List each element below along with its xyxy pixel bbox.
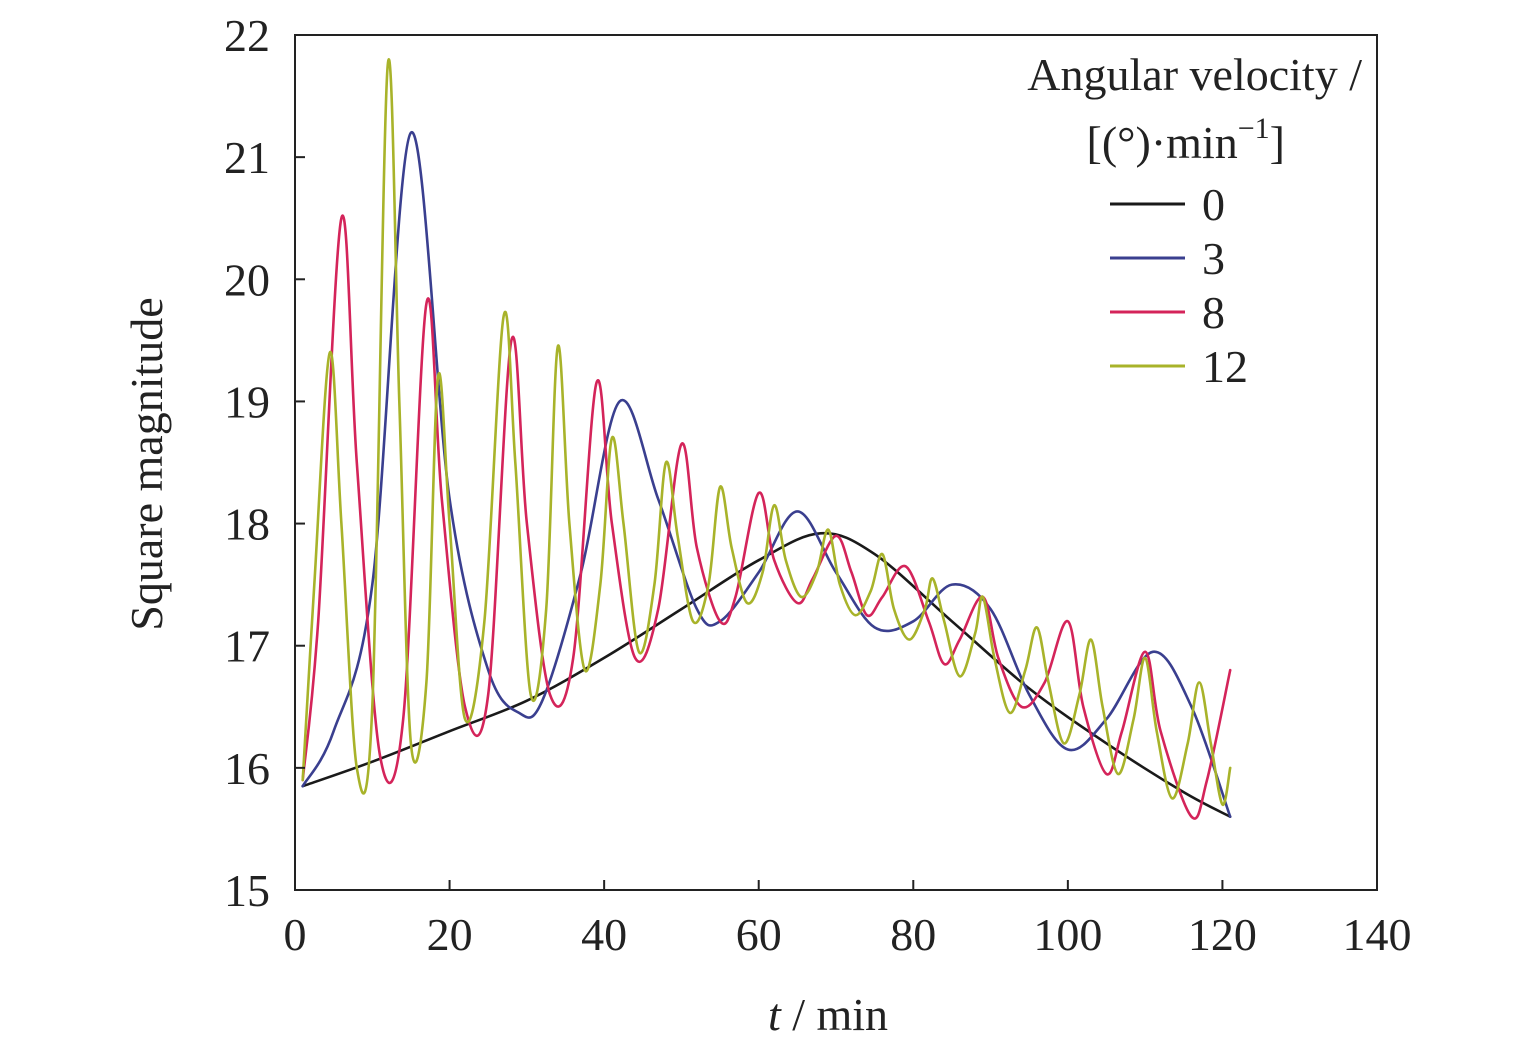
x-tick-label: 120 <box>1188 909 1257 960</box>
legend-label-12: 12 <box>1202 341 1248 392</box>
y-tick-label: 18 <box>224 499 270 550</box>
series-line-12 <box>301 58 1232 806</box>
legend-label-3: 3 <box>1202 233 1225 284</box>
series-line-0 <box>301 531 1232 818</box>
x-tick-label: 60 <box>736 909 782 960</box>
x-tick-label: 100 <box>1033 909 1102 960</box>
y-tick-label: 16 <box>224 743 270 794</box>
plot-lines <box>301 58 1232 820</box>
x-tick-label: 40 <box>581 909 627 960</box>
series-line-3 <box>301 131 1232 818</box>
x-tick-label: 80 <box>890 909 936 960</box>
x-tick-label: 140 <box>1343 909 1412 960</box>
y-axis-label: Square magnitude <box>121 297 172 630</box>
x-tick-label: 20 <box>427 909 473 960</box>
plot-frame <box>294 34 1378 891</box>
x-axis: 0 20 40 60 80 100 120 140 <box>284 880 1412 960</box>
y-tick-label: 17 <box>224 621 270 672</box>
x-axis-label: t / min <box>768 989 888 1040</box>
y-tick-label: 20 <box>224 254 270 305</box>
legend-label-0: 0 <box>1202 179 1225 230</box>
legend-label-8: 8 <box>1202 287 1225 338</box>
series-line-8 <box>301 214 1232 820</box>
y-tick-label: 22 <box>224 10 270 61</box>
y-tick-label: 19 <box>224 376 270 427</box>
x-tick-label: 0 <box>284 909 307 960</box>
y-axis: 15 16 17 18 19 20 21 22 <box>224 10 305 916</box>
legend-title-line1: Angular velocity / <box>1027 49 1362 100</box>
legend-title-line2: [(°)·min−1] <box>1087 112 1285 168</box>
y-tick-label: 21 <box>224 132 270 183</box>
y-tick-label: 15 <box>224 865 270 916</box>
